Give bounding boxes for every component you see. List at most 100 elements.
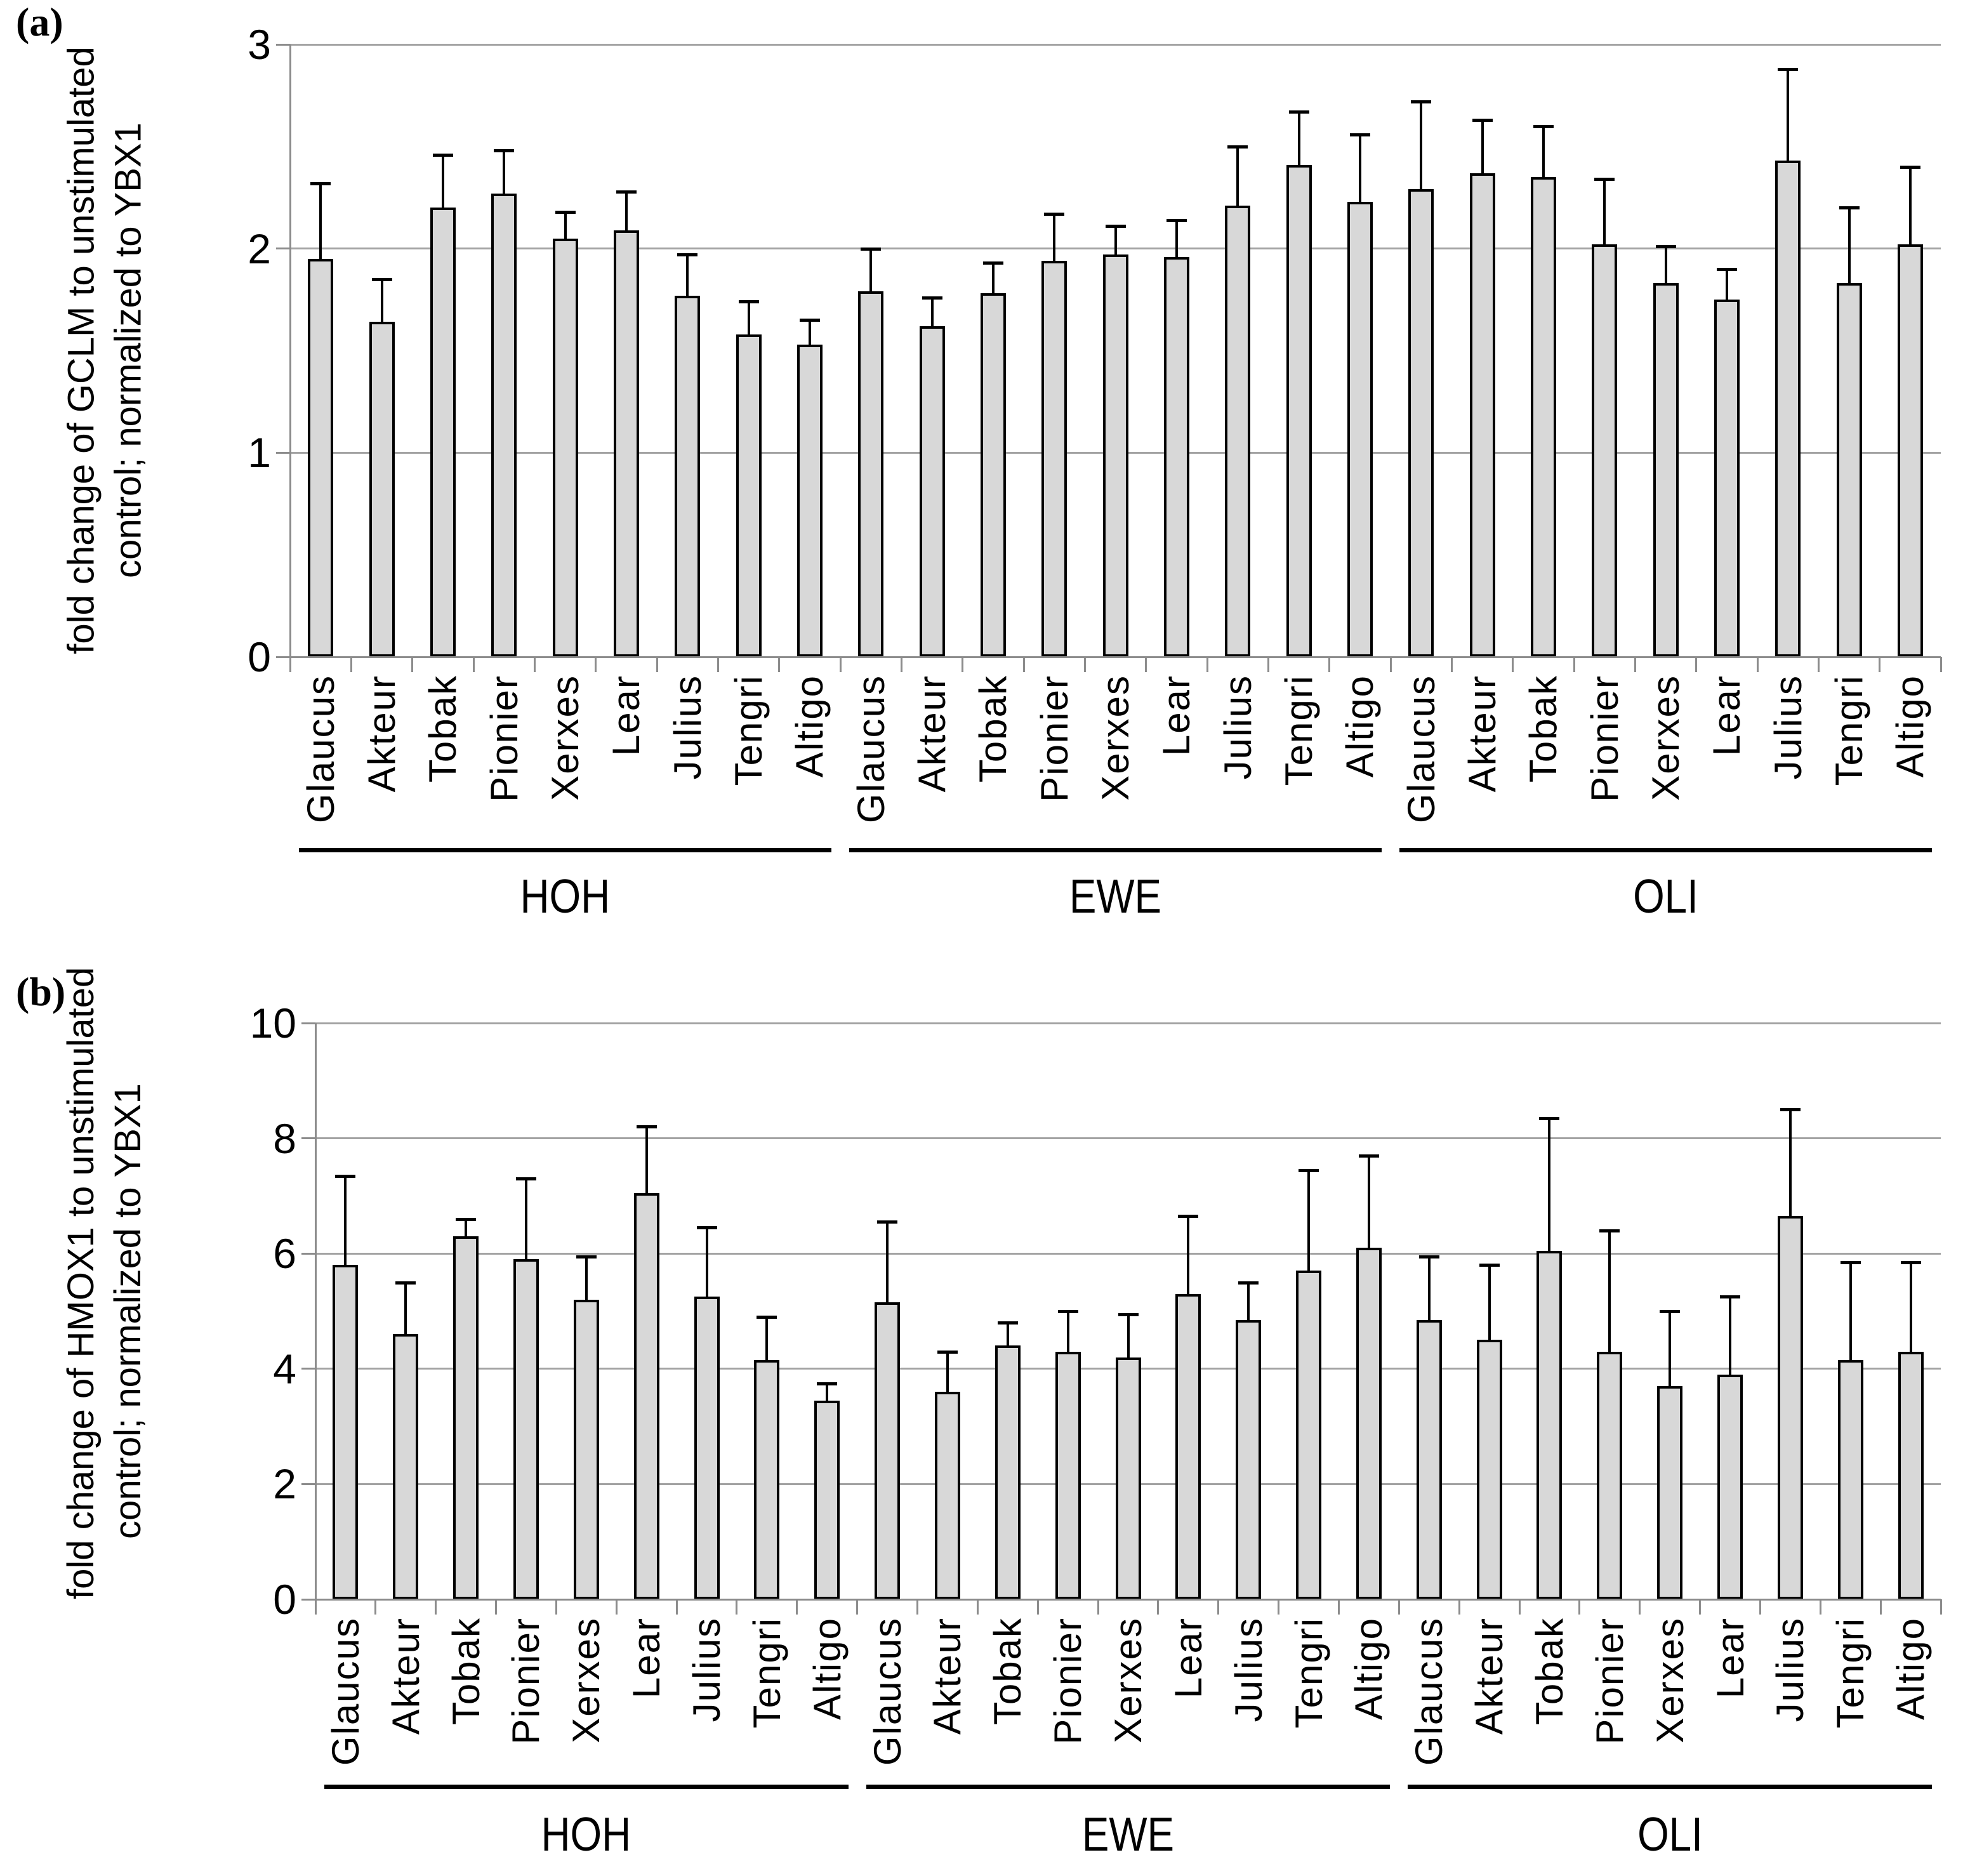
- panel-a-x-tick-14: [1145, 657, 1147, 672]
- panel-a-error-bar-oli-tengri: [1847, 208, 1851, 290]
- panel-b-error-bar-oli-akteur: [1488, 1265, 1491, 1347]
- panel-a-error-bar-hoh-pionier: [503, 150, 506, 200]
- panel-a-x-tick-12: [1022, 657, 1025, 672]
- panel-b-bar-oli-xerxes: [1657, 1386, 1683, 1599]
- panel-b-x-tick-26: [1879, 1599, 1882, 1615]
- panel-b-category-label-oli-xerxes: Xerxes: [1648, 1617, 1691, 1820]
- panel-b-category-label-oli-tobak: Tobak: [1528, 1617, 1571, 1820]
- panel-a-category-label-text: Pionier: [482, 675, 525, 802]
- panel-a-x-tick-5: [595, 657, 597, 672]
- panel-b-category-label-oli-altigo: Altigo: [1889, 1617, 1933, 1820]
- panel-a-category-label-oli-akteur: Akteur: [1461, 675, 1504, 878]
- panel-b-bar-oli-lear: [1717, 1374, 1743, 1599]
- panel-a-y-axis-title-line2: control; normalized to YBX1: [107, 122, 149, 578]
- panel-b-error-cap-hoh-lear: [636, 1125, 657, 1129]
- panel-a-y-tick-label-0: 0: [248, 633, 271, 680]
- panel-b-bar-hoh-lear: [633, 1192, 659, 1599]
- panel-a-category-label-text: Tobak: [421, 675, 465, 783]
- panel-b-bar-oli-akteur: [1476, 1340, 1502, 1599]
- panel-b-y-axis-title-line2: control; normalized to YBX1: [107, 1083, 149, 1539]
- panel-b-error-bar-hoh-altigo: [826, 1383, 829, 1407]
- panel-b-category-label-oli-julius: Julius: [1769, 1617, 1812, 1820]
- panel-a-x-tick-6: [656, 657, 658, 672]
- panel-a-bar-oli-tengri: [1836, 283, 1862, 657]
- panel-a-category-label-text: Julius: [1216, 675, 1259, 780]
- panel-a-category-label-hoh-xerxes: Xerxes: [544, 675, 587, 878]
- panel-b-error-cap-oli-glaucus: [1418, 1255, 1439, 1258]
- panel-b-y-tick-6: [301, 1252, 315, 1255]
- panel-a-category-label-hoh-tobak: Tobak: [421, 675, 465, 878]
- panel-a-bar-oli-akteur: [1469, 173, 1495, 657]
- panel-b-error-cap-ewe-lear: [1178, 1215, 1199, 1219]
- panel-a-category-label-text: Tobak: [972, 675, 1015, 783]
- panel-a-y-tick-label-1: 1: [248, 429, 271, 477]
- panel-b-y-axis-title-line1: fold change of HMOX1 to unstimulated: [60, 967, 102, 1599]
- panel-a-bar-ewe-tengri: [1286, 164, 1312, 657]
- panel-b-error-cap-oli-tengri: [1840, 1260, 1861, 1264]
- panel-b-error-cap-oli-tobak: [1539, 1116, 1560, 1120]
- panel-a-x-tick-23: [1695, 657, 1698, 672]
- panel-b-x-tick-17: [1337, 1599, 1340, 1615]
- panel-a-error-cap-hoh-tobak: [432, 153, 453, 157]
- panel-b-group-label-ewe: EWE: [866, 1809, 1391, 1859]
- panel-b-y-axis-title: fold change of HMOX1 to unstimulated con…: [58, 967, 152, 1599]
- panel-a-x-tick-11: [962, 657, 964, 672]
- panel-b-category-label-text: Tengri: [1829, 1617, 1872, 1729]
- panel-b-error-bar-ewe-glaucus: [886, 1222, 889, 1309]
- panel-a-category-label-hoh-pionier: Pionier: [482, 675, 525, 878]
- panel-a-error-cap-oli-altigo: [1900, 166, 1920, 169]
- panel-b-x-tick-18: [1398, 1599, 1400, 1615]
- panel-b-category-label-text: Tobak: [986, 1617, 1029, 1726]
- panel-b-bar-oli-pionier: [1597, 1351, 1623, 1599]
- panel-b-category-label-oli-pionier: Pionier: [1588, 1617, 1631, 1820]
- panel-b-error-bar-oli-pionier: [1608, 1230, 1611, 1358]
- panel-b-x-tick-24: [1759, 1599, 1761, 1615]
- panel-a-category-label-text: Akteur: [1461, 675, 1504, 793]
- panel-b-bar-hoh-akteur: [393, 1334, 419, 1599]
- panel-a-category-label-text: Xerxes: [1094, 675, 1137, 801]
- panel-a-group-underline-oli: [1399, 848, 1932, 852]
- panel-a-x-axis-line: [290, 656, 1941, 658]
- panel-b-category-label-ewe-lear: Lear: [1167, 1617, 1210, 1820]
- panel-a-error-bar-oli-pionier: [1603, 179, 1606, 251]
- panel-b-bar-ewe-altigo: [1356, 1248, 1382, 1599]
- panel-a-error-bar-ewe-lear: [1175, 220, 1178, 263]
- panel-a-category-label-ewe-julius: Julius: [1216, 675, 1259, 878]
- panel-b-error-bar-ewe-altigo: [1367, 1155, 1370, 1255]
- panel-b-y-tick-label-2: 2: [273, 1460, 296, 1508]
- panel-b-x-tick-7: [736, 1599, 738, 1615]
- panel-a-category-label-oli-tobak: Tobak: [1522, 675, 1565, 878]
- panel-a-error-bar-oli-akteur: [1481, 120, 1484, 180]
- panel-a-letter: (a): [16, 0, 63, 44]
- panel-b-y-tick-2: [301, 1483, 315, 1485]
- panel-b-error-cap-hoh-pionier: [515, 1177, 536, 1181]
- panel-b-category-label-text: Tobak: [444, 1617, 487, 1726]
- panel-a-bar-oli-pionier: [1592, 244, 1618, 657]
- panel-a-x-tick-20: [1512, 657, 1514, 672]
- panel-a-error-bar-ewe-altigo: [1358, 134, 1361, 208]
- panel-a-category-label-text: Tengri: [1278, 675, 1320, 786]
- panel-b-error-bar-oli-tengri: [1849, 1262, 1852, 1367]
- panel-b-x-tick-3: [495, 1599, 498, 1615]
- panel-a-error-bar-hoh-tobak: [441, 154, 444, 215]
- panel-a-x-tick-18: [1389, 657, 1392, 672]
- panel-a-category-label-ewe-pionier: Pionier: [1033, 675, 1076, 878]
- panel-b-category-label-ewe-xerxes: Xerxes: [1107, 1617, 1150, 1820]
- panel-b-y-tick-8: [301, 1137, 315, 1140]
- panel-a-category-label-text: Pionier: [1583, 675, 1626, 802]
- panel-b-x-tick-15: [1217, 1599, 1220, 1615]
- panel-a-category-label-ewe-lear: Lear: [1155, 675, 1198, 878]
- panel-a-category-label-oli-pionier: Pionier: [1583, 675, 1626, 878]
- panel-a-x-tick-7: [717, 657, 719, 672]
- panel-a-error-cap-oli-tengri: [1839, 206, 1860, 210]
- panel-b-x-tick-11: [976, 1599, 979, 1615]
- panel-b-error-bar-oli-julius: [1788, 1109, 1792, 1223]
- panel-a-x-tick-8: [778, 657, 781, 672]
- panel-a-bar-hoh-tengri: [736, 334, 762, 657]
- panel-a-y-axis-title-line1: fold change of GCLM to unstimulated: [60, 46, 102, 654]
- panel-a-bar-oli-glaucus: [1408, 189, 1434, 657]
- panel-a-error-bar-ewe-xerxes: [1114, 226, 1117, 261]
- panel-a-error-cap-oli-glaucus: [1411, 100, 1432, 104]
- panel-a-bar-ewe-glaucus: [858, 291, 884, 657]
- panel-b-error-bar-hoh-xerxes: [585, 1256, 588, 1306]
